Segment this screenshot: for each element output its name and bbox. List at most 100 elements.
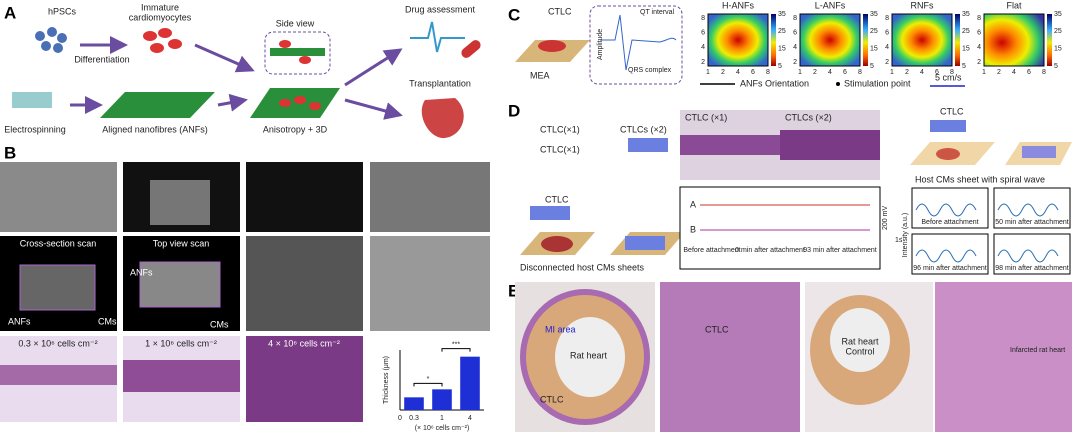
map-x-tick: 4 bbox=[828, 69, 832, 76]
map-x-tick: 2 bbox=[997, 69, 1001, 76]
colorbar-tick: 15 bbox=[962, 46, 970, 53]
label: Before attachment bbox=[683, 247, 740, 254]
histology bbox=[246, 336, 363, 422]
colorbar-tick: 5 bbox=[870, 63, 874, 70]
arrow bbox=[344, 48, 403, 87]
map-y-tick: 2 bbox=[977, 59, 981, 66]
panel-letter: E bbox=[508, 281, 519, 300]
heatmap bbox=[983, 13, 1045, 67]
label: 1s bbox=[895, 237, 903, 244]
colorbar-tick: 5 bbox=[1054, 63, 1058, 70]
legend-label: ANFs Orientation bbox=[740, 78, 809, 88]
map-title: L-ANFs bbox=[815, 0, 846, 10]
wave-trace bbox=[915, 249, 977, 263]
sem-image bbox=[370, 162, 490, 232]
legend-dot bbox=[836, 82, 840, 86]
colorbar bbox=[863, 14, 868, 66]
label: Intensity (a.u.) bbox=[902, 213, 909, 257]
bar bbox=[404, 397, 424, 410]
label: CTLC bbox=[545, 194, 569, 204]
label: CMs bbox=[210, 319, 229, 329]
label: Top view scan bbox=[153, 238, 210, 248]
label: CTLC (×1) bbox=[685, 112, 727, 122]
label: 1 × 10⁶ cells cm⁻² bbox=[145, 338, 217, 348]
fibre-sheet bbox=[100, 92, 215, 118]
wave-trace bbox=[997, 203, 1059, 217]
colorbar-tick: 35 bbox=[870, 11, 878, 18]
colorbar-tick: 5 bbox=[962, 63, 966, 70]
arrow bbox=[194, 43, 255, 73]
label: CTLCs (×2) bbox=[620, 124, 667, 134]
colorbar-tick: 35 bbox=[778, 11, 786, 18]
panel-c: C CTLC MEA QT interval Amplitude QRS com… bbox=[508, 0, 1062, 88]
map-x-tick: 1 bbox=[706, 69, 710, 76]
map-y-tick: 8 bbox=[701, 15, 705, 22]
map-x-tick: 2 bbox=[721, 69, 725, 76]
wave-trace bbox=[997, 249, 1059, 263]
colorbar bbox=[1047, 14, 1052, 66]
map-x-tick: 8 bbox=[1042, 69, 1046, 76]
label: Anisotropy + 3D bbox=[263, 124, 328, 134]
label: 200 mV bbox=[882, 206, 889, 230]
cell-icon bbox=[35, 27, 67, 53]
ctlc-icon bbox=[628, 138, 668, 152]
label: Rat heart bbox=[841, 336, 879, 346]
panel-b: B Cross-section scan ANFs CMs Top view s… bbox=[0, 143, 490, 434]
colorbar-tick: 25 bbox=[870, 28, 878, 35]
map-x-tick: 4 bbox=[920, 69, 924, 76]
label: Host CMs sheet with spiral wave bbox=[915, 174, 1045, 184]
colorbar-tick: 25 bbox=[1054, 28, 1062, 35]
ecg-icon bbox=[410, 21, 465, 53]
map-title: Flat bbox=[1006, 0, 1022, 10]
label: CTLC bbox=[548, 6, 572, 16]
label: 0.3 × 10⁶ cells cm⁻² bbox=[18, 338, 97, 348]
map-x-tick: 8 bbox=[858, 69, 862, 76]
map-y-tick: 8 bbox=[885, 15, 889, 22]
photo bbox=[246, 162, 363, 232]
panel-letter: C bbox=[508, 5, 520, 24]
panel-letter: A bbox=[4, 3, 16, 22]
map-x-tick: 6 bbox=[751, 69, 755, 76]
heart-icon bbox=[421, 98, 464, 139]
map-y-tick: 6 bbox=[793, 30, 797, 37]
map-y-tick: 2 bbox=[793, 59, 797, 66]
legend-label: 5 cm/s bbox=[935, 72, 962, 82]
significance: *** bbox=[452, 342, 460, 349]
label: hPSCs bbox=[48, 6, 77, 16]
label: MEA bbox=[530, 70, 550, 80]
wave-trace bbox=[915, 203, 977, 217]
map-x-tick: 1 bbox=[890, 69, 894, 76]
panel-d: D CTLC(×1) CTLC(×1) CTLCs (×2) CTLC (×1)… bbox=[508, 101, 1072, 275]
ecg-box bbox=[679, 186, 881, 270]
label: Transplantation bbox=[409, 78, 471, 88]
label: ANFs bbox=[130, 267, 153, 277]
map-y-tick: 4 bbox=[977, 44, 981, 51]
label: A bbox=[690, 199, 696, 209]
label: 4 × 10⁶ cells cm⁻² bbox=[268, 338, 340, 348]
label: Control bbox=[845, 346, 874, 356]
map-x-tick: 8 bbox=[950, 69, 954, 76]
panel-e: E MI area Rat heart CTLC CTLC Rat heart … bbox=[508, 281, 1072, 432]
label: CTLC bbox=[540, 394, 564, 404]
panel-letter: B bbox=[4, 143, 16, 162]
zoom-box bbox=[589, 5, 683, 85]
label: CTLC(×1) bbox=[540, 144, 580, 154]
label: Differentiation bbox=[74, 54, 129, 64]
y-axis-label: Thickness (μm) bbox=[383, 356, 390, 404]
panel-a: A hPSCs Differentiation Immature cardiom… bbox=[4, 2, 481, 139]
colorbar-tick: 15 bbox=[1054, 46, 1062, 53]
label: cardiomyocytes bbox=[129, 12, 192, 22]
map-y-tick: 4 bbox=[793, 44, 797, 51]
colorbar-tick: 5 bbox=[778, 63, 782, 70]
map-y-tick: 8 bbox=[793, 15, 797, 22]
wave-panels: Before attachment 50 min after attachment… bbox=[911, 187, 1071, 275]
x-tick-label: 4 bbox=[468, 415, 472, 422]
tem-image bbox=[246, 236, 363, 331]
label: QRS complex bbox=[628, 67, 672, 74]
bar bbox=[460, 356, 480, 410]
x-axis-label: (× 10⁶ cells cm⁻²) bbox=[415, 425, 470, 432]
map-y-tick: 6 bbox=[885, 30, 889, 37]
label: Infarcted rat heart bbox=[1010, 347, 1065, 354]
